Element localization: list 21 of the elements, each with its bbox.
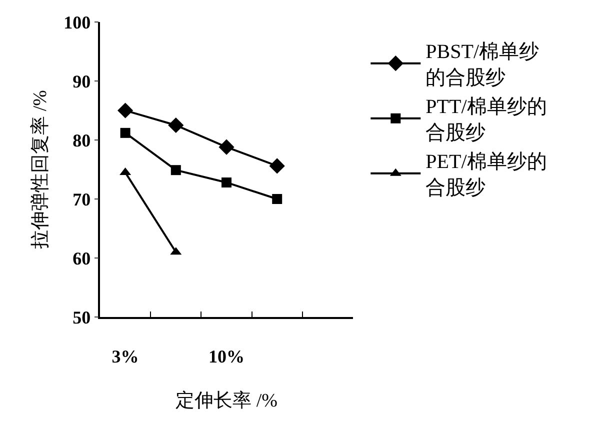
y-tick-label: 90	[72, 71, 91, 92]
point	[218, 139, 234, 155]
point	[120, 128, 130, 138]
x-axis-title: 定伸长率 /%	[176, 390, 278, 412]
point	[272, 194, 282, 204]
point	[168, 117, 184, 134]
y-tick-label: 60	[72, 248, 91, 268]
point	[269, 158, 285, 174]
legend-label: PTT/棉单纱的合股纱	[426, 96, 547, 144]
point	[170, 165, 181, 176]
y-tick-label: 50	[72, 307, 91, 328]
x-tick-label: 3%	[112, 346, 139, 366]
y-tick-label: 100	[64, 12, 91, 32]
legend-label: PET/棉单纱的合股纱	[426, 151, 547, 200]
y-tick-label: 80	[72, 130, 91, 150]
y-axis-title: 拉伸弹性回复率 /%	[29, 90, 51, 249]
y-tick-label: 70	[72, 189, 91, 210]
point	[118, 102, 134, 118]
point	[222, 177, 232, 188]
legend-label: PBST/棉单纱的合股纱	[426, 41, 540, 90]
x-tick-label: 10%	[208, 346, 244, 366]
